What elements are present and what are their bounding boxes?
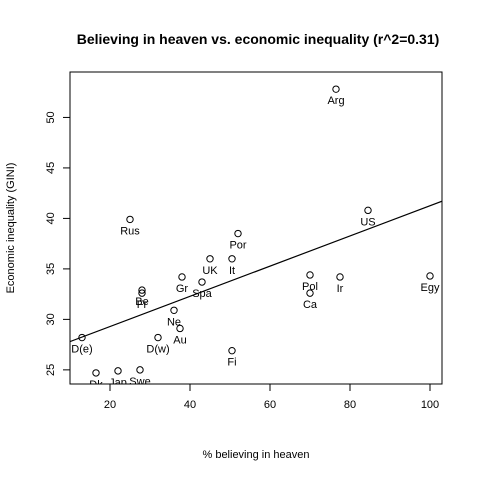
y-tick-label: 40 (45, 212, 57, 224)
point-label: Pol (302, 281, 318, 293)
x-axis: 20 40 60 80 100 (104, 384, 439, 411)
point-label: Au (173, 334, 186, 346)
point-label: Gr (176, 283, 189, 295)
point-label: Be (135, 296, 148, 308)
data-point (234, 229, 242, 238)
data-point (136, 366, 144, 374)
plot-frame (69, 71, 443, 385)
point-label: Rus (120, 225, 140, 237)
data-point (364, 206, 372, 215)
y-axis-label: Economic inequality (GINI) (5, 163, 17, 294)
point-label: Por (229, 240, 246, 252)
y-tick-label: 25 (45, 364, 57, 376)
data-point (154, 333, 162, 342)
data-point (176, 324, 184, 333)
point-label: Dk (89, 379, 103, 391)
y-tick-label: 45 (45, 162, 57, 174)
data-point (306, 289, 314, 297)
point-label: Ir (337, 283, 344, 295)
data-point (206, 255, 214, 263)
y-tick-label: 35 (45, 263, 57, 275)
point-label: Jap (109, 377, 127, 389)
point-label: D(e) (71, 344, 92, 356)
data-point (228, 346, 236, 355)
point-label: Fi (227, 357, 236, 369)
data-point (332, 85, 340, 93)
regression-line (70, 200, 442, 343)
data-point (170, 306, 178, 314)
chart-title: Believing in heaven vs. economic inequal… (77, 31, 440, 47)
x-tick-label: 40 (184, 399, 196, 411)
data-point (178, 273, 186, 281)
data-point (92, 369, 100, 377)
x-axis-label: % believing in heaven (202, 449, 309, 461)
data-point (426, 272, 434, 280)
data-point (198, 278, 206, 286)
y-tick-label: 50 (45, 111, 57, 123)
x-tick-label: 20 (104, 399, 116, 411)
point-label: UK (202, 265, 218, 277)
x-tick-label: 100 (421, 399, 439, 411)
x-tick-label: 60 (264, 399, 276, 411)
y-axis: 25 30 35 40 45 50 (45, 111, 70, 376)
point-label: Swe (129, 376, 150, 388)
y-tick-label: 30 (45, 313, 57, 325)
data-point (336, 273, 344, 281)
point-label: D(w) (146, 344, 169, 356)
point-label: Spa (192, 288, 212, 300)
point-label: Egy (421, 282, 440, 294)
data-point (228, 255, 236, 263)
point-label: Arg (327, 95, 344, 107)
point-label: Ca (303, 299, 318, 311)
data-point (78, 333, 86, 342)
point-label: US (360, 216, 375, 228)
point-label: Fr (137, 299, 148, 311)
data-point (138, 286, 146, 294)
point-label: It (229, 265, 235, 277)
data-point (306, 271, 314, 279)
data-point (138, 289, 146, 297)
data-point (126, 215, 134, 224)
point-label: Ne (167, 316, 181, 328)
data-point (114, 367, 122, 375)
x-tick-label: 80 (344, 399, 356, 411)
